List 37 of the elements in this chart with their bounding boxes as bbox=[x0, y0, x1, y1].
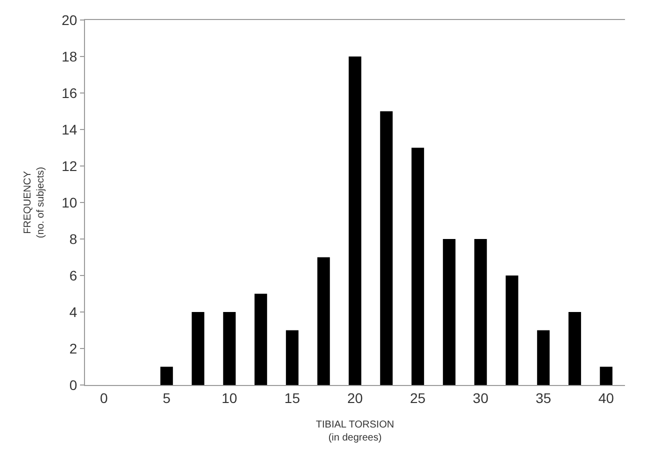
y-tick-label: 0 bbox=[69, 376, 78, 393]
y-tick-label: 8 bbox=[69, 230, 78, 247]
bar bbox=[537, 330, 550, 385]
x-axis-title: TIBIAL TORSION (in degrees) bbox=[316, 419, 394, 444]
bar bbox=[474, 239, 487, 385]
bar bbox=[568, 312, 582, 385]
x-tick-label: 10 bbox=[222, 390, 238, 406]
y-tick-label: 6 bbox=[69, 267, 78, 284]
x-tick-label: 25 bbox=[410, 390, 426, 406]
x-tick-label: 35 bbox=[536, 390, 552, 406]
x-tick-label: 20 bbox=[347, 390, 363, 406]
y-tick-label: 4 bbox=[69, 304, 78, 320]
bar bbox=[348, 56, 362, 385]
y-tick-label: 2 bbox=[69, 340, 78, 356]
y-tick-label: 12 bbox=[62, 158, 78, 174]
x-tick-label: 40 bbox=[598, 390, 614, 406]
x-tick-label: 30 bbox=[472, 390, 489, 406]
bar bbox=[286, 330, 298, 385]
bar bbox=[254, 294, 268, 385]
y-tick-label: 14 bbox=[62, 121, 78, 138]
bar bbox=[223, 312, 236, 385]
bar bbox=[380, 111, 393, 385]
y-tick-label: 20 bbox=[62, 12, 78, 28]
bar bbox=[506, 276, 518, 385]
bar bbox=[412, 148, 424, 385]
bar bbox=[442, 239, 456, 385]
y-tick-label: 16 bbox=[62, 84, 78, 101]
bar bbox=[600, 366, 612, 385]
y-axis-title: FREQUENCY (no. of subjects) bbox=[22, 166, 47, 238]
y-tick-label: 10 bbox=[62, 194, 78, 210]
y-tick-label: 18 bbox=[62, 48, 78, 64]
x-tick-label: 15 bbox=[284, 390, 300, 406]
bar bbox=[160, 366, 173, 385]
x-tick-label: 5 bbox=[162, 390, 171, 406]
bar bbox=[192, 312, 204, 385]
x-tick-label: 0 bbox=[100, 390, 108, 406]
bar bbox=[317, 257, 330, 385]
